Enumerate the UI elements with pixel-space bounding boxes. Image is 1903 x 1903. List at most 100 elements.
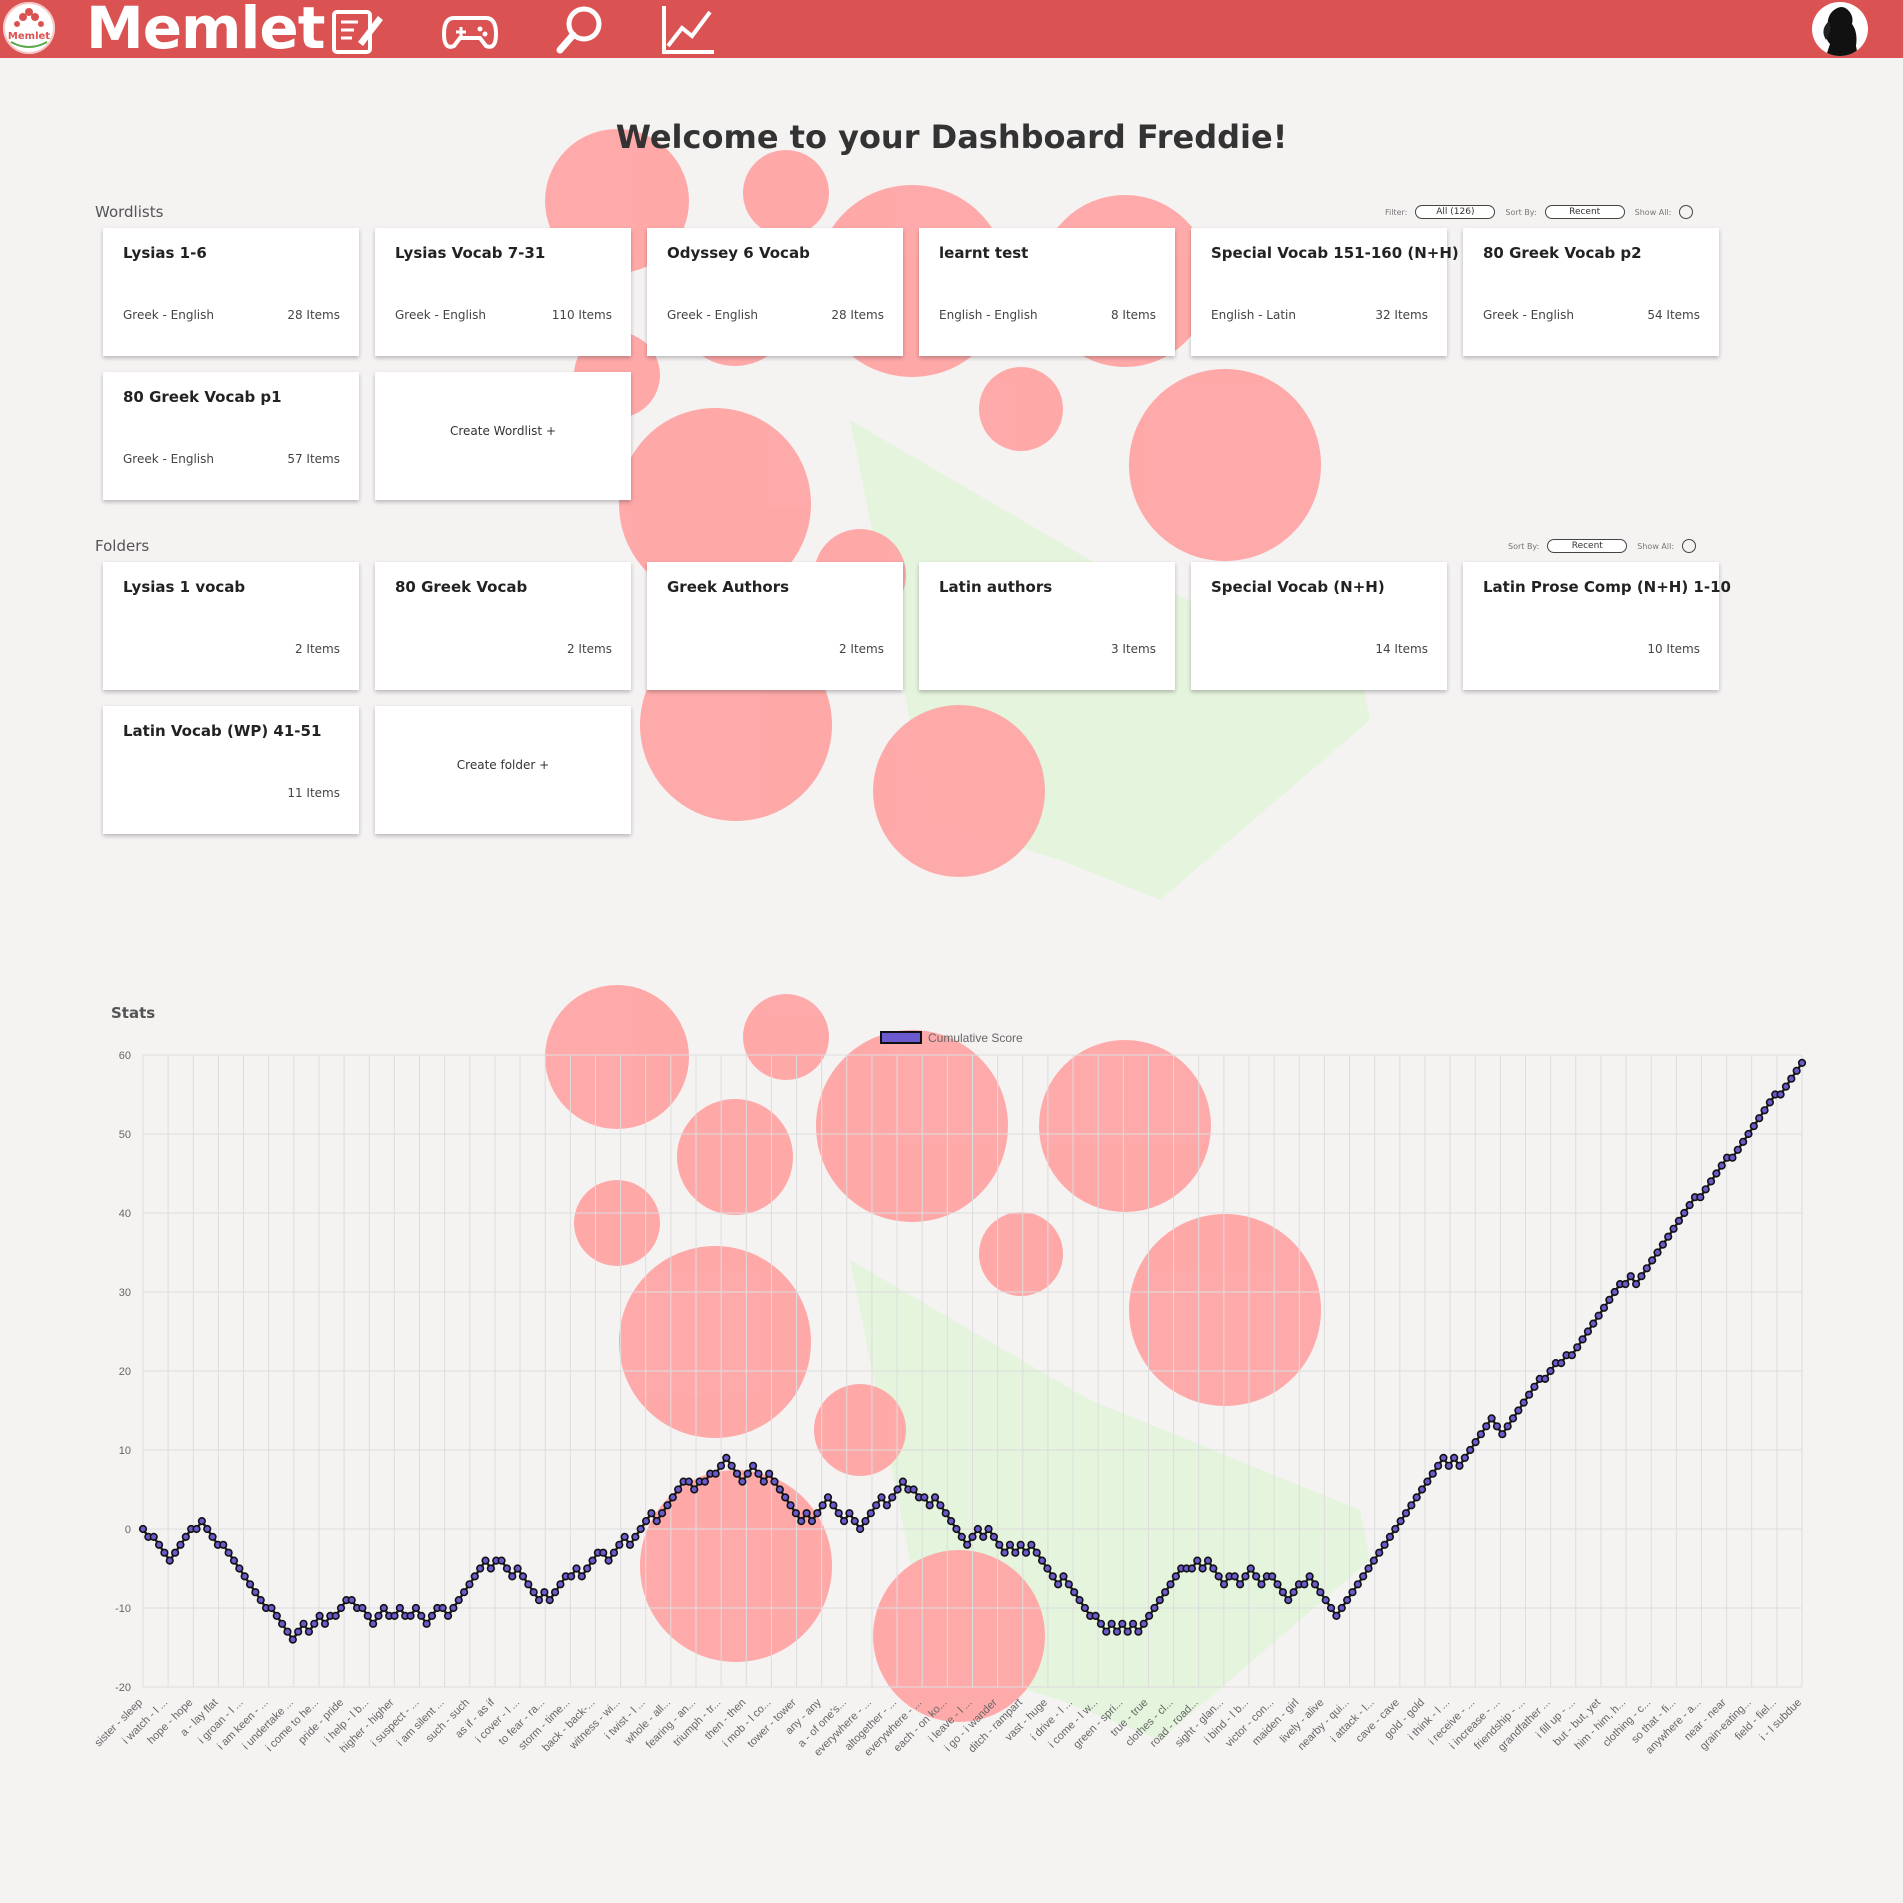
data-point <box>829 1501 838 1510</box>
data-point <box>1557 1359 1566 1368</box>
folder-count: 3 Items <box>1110 642 1156 656</box>
data-point <box>807 1517 817 1526</box>
data-point <box>1674 1216 1684 1225</box>
wordlist-card[interactable]: 80 Greek Vocab p2 Greek - English 54 Ite… <box>1463 228 1719 356</box>
folder-card[interactable]: Special Vocab (N+H) 14 Items <box>1191 562 1447 690</box>
wordlist-card[interactable]: Lysias 1-6 Greek - English 28 Items <box>103 228 359 356</box>
data-point <box>1091 1611 1100 1621</box>
data-point <box>604 1556 613 1565</box>
data-point <box>1326 1603 1336 1613</box>
folder-card[interactable]: Lysias 1 vocab 2 Items <box>103 562 359 690</box>
data-point <box>609 1548 619 1557</box>
data-point <box>181 1532 190 1542</box>
data-point <box>1203 1556 1213 1565</box>
create-wordlist-button[interactable]: Create Wordlist + <box>375 372 631 500</box>
legend-label: Cumulative Score <box>928 1031 1023 1045</box>
data-point <box>1102 1627 1111 1636</box>
data-point <box>1316 1588 1325 1597</box>
folder-count: 2 Items <box>294 642 340 656</box>
sort-dropdown[interactable]: Recent <box>1544 205 1625 219</box>
data-point <box>245 1580 255 1589</box>
sort-label: Sort By: <box>1508 541 1540 551</box>
memlet-logo[interactable]: Memlet <box>3 2 55 54</box>
sort-dropdown[interactable]: Recent <box>1547 539 1628 553</box>
y-tick-label: 20 <box>119 1366 131 1378</box>
data-point <box>1530 1382 1539 1391</box>
data-point <box>893 1485 902 1494</box>
data-point <box>1289 1588 1298 1597</box>
wordlist-card[interactable]: Odyssey 6 Vocab Greek - English 28 Items <box>647 228 903 356</box>
wordlist-card[interactable]: learnt test English - English 8 Items <box>919 228 1175 356</box>
create-wordlist-label: Create Wordlist + <box>449 424 557 438</box>
wordlist-card[interactable]: Special Vocab 151-160 (N+H) English - La… <box>1191 228 1459 356</box>
wordlist-card[interactable]: 80 Greek Vocab p1 Greek - English 57 Ite… <box>103 372 359 500</box>
wordlist-languages: Greek - English <box>123 308 214 322</box>
folders-controls: Sort By: Recent Show All: <box>1508 539 1697 553</box>
edit-icon[interactable] <box>328 4 384 56</box>
data-point <box>550 1588 560 1597</box>
filter-dropdown[interactable]: All (126) <box>1415 205 1496 219</box>
data-point <box>219 1540 228 1549</box>
data-point <box>1359 1572 1368 1581</box>
folder-card[interactable]: Latin Prose Comp (N+H) 1-10 10 Items <box>1463 562 1731 690</box>
wordlist-title: Odyssey 6 Vocab <box>667 244 810 262</box>
data-point <box>443 1611 453 1621</box>
data-point <box>1369 1556 1378 1565</box>
gamepad-icon[interactable] <box>442 4 498 56</box>
data-point <box>658 1509 667 1518</box>
data-point <box>1273 1580 1282 1589</box>
data-point <box>556 1580 565 1589</box>
data-point <box>861 1517 870 1526</box>
data-point <box>256 1595 265 1605</box>
folder-card[interactable]: 80 Greek Vocab 2 Items <box>375 562 631 690</box>
data-point <box>1781 1082 1791 1091</box>
data-point <box>1680 1208 1689 1218</box>
data-point <box>1187 1564 1197 1573</box>
show-all-toggle[interactable] <box>1679 205 1694 219</box>
data-point <box>1161 1588 1170 1597</box>
data-point <box>235 1564 244 1573</box>
wordlist-languages: Greek - English <box>395 308 486 322</box>
data-point <box>1112 1627 1122 1636</box>
data-point <box>615 1540 624 1549</box>
data-point <box>850 1517 859 1526</box>
data-point <box>577 1572 586 1581</box>
user-avatar[interactable] <box>1812 2 1868 56</box>
brand-name[interactable]: Memlet <box>86 0 325 62</box>
y-tick-label: 0 <box>125 1524 131 1536</box>
data-point <box>1519 1398 1528 1407</box>
y-tick-label: 30 <box>119 1287 131 1299</box>
search-icon[interactable] <box>552 4 608 56</box>
data-point <box>449 1603 458 1613</box>
data-point <box>1321 1595 1330 1605</box>
wordlist-languages: Greek - English <box>667 308 758 322</box>
show-all-toggle[interactable] <box>1682 539 1697 553</box>
data-point <box>1107 1619 1116 1628</box>
data-point <box>1594 1311 1603 1320</box>
data-point <box>1155 1595 1164 1605</box>
wordlist-count: 57 Items <box>287 452 340 466</box>
folder-card[interactable]: Latin authors 3 Items <box>919 562 1175 690</box>
data-point <box>636 1524 645 1534</box>
dog-avatar-icon <box>1823 7 1858 56</box>
data-point <box>1739 1137 1748 1146</box>
chart-icon[interactable] <box>660 4 716 56</box>
data-point <box>920 1493 929 1502</box>
data-point <box>529 1588 538 1597</box>
wordlist-card[interactable]: Lysias Vocab 7-31 Greek - English 110 It… <box>375 228 631 356</box>
data-point <box>738 1477 747 1486</box>
create-folder-button[interactable]: Create folder + <box>375 706 631 834</box>
data-point <box>968 1532 977 1542</box>
data-point <box>1209 1564 1218 1573</box>
data-point <box>395 1603 404 1613</box>
data-point <box>1450 1453 1459 1463</box>
folder-count: 2 Items <box>838 642 884 656</box>
data-point <box>732 1469 742 1478</box>
data-point <box>952 1524 961 1534</box>
folder-card[interactable]: Latin Vocab (WP) 41-51 11 Items <box>103 706 359 834</box>
data-point <box>379 1603 388 1613</box>
y-tick-label: 10 <box>119 1445 131 1457</box>
data-point <box>1567 1351 1576 1360</box>
folder-card[interactable]: Greek Authors 2 Items <box>647 562 903 690</box>
data-point <box>149 1532 158 1542</box>
